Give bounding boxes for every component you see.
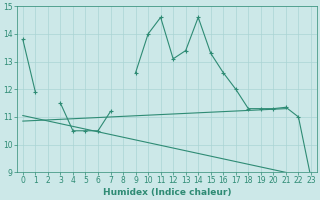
X-axis label: Humidex (Indice chaleur): Humidex (Indice chaleur) <box>103 188 231 197</box>
